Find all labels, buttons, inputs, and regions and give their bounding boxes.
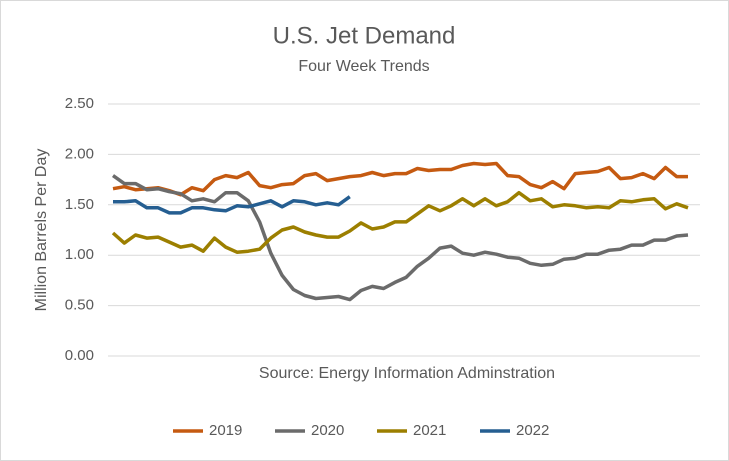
series-line [111, 174, 689, 302]
y-tick-label: 0.00 [65, 347, 94, 364]
series-line [111, 190, 689, 254]
series-line [113, 195, 351, 215]
y-tick-label: 1.00 [65, 246, 94, 263]
chart-subtitle: Four Week Trends [298, 58, 429, 75]
legend-label: 2022 [516, 422, 549, 439]
y-tick-label: 2.50 [65, 95, 94, 112]
legend-label: 2020 [311, 422, 344, 439]
annotation: Source: Energy Information Adminstration [259, 365, 555, 382]
legend-label: 2021 [413, 422, 446, 439]
legend-label: 2019 [209, 422, 242, 439]
y-tick-label: 1.50 [65, 196, 94, 213]
y-tick-label: 0.50 [65, 297, 94, 314]
series-line [112, 161, 688, 197]
chart-title: U.S. Jet Demand [273, 22, 456, 49]
y-tick-label: 2.00 [65, 145, 94, 162]
y-axis-label: Million Barrels Per Day [33, 149, 50, 312]
